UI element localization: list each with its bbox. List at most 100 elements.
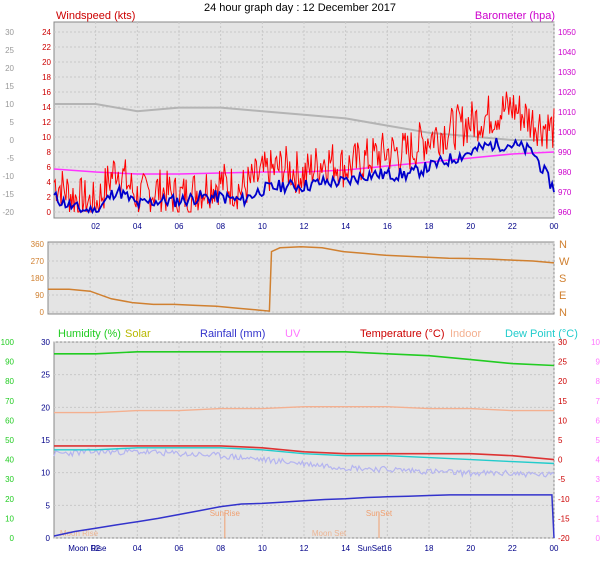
temperature-tick-label: 0 bbox=[558, 456, 563, 465]
uv-tick-label: 3 bbox=[596, 475, 601, 484]
legend-entry: Dew Point (°C) bbox=[505, 328, 578, 340]
wind-tick-label: 20 bbox=[42, 58, 51, 67]
direction-tick-label: 90 bbox=[35, 291, 44, 300]
moon-set-label: Moon Set bbox=[312, 529, 347, 538]
compass-label: W bbox=[559, 256, 570, 268]
outer-tick-label: 5 bbox=[10, 118, 15, 127]
hour-tick-label: 22 bbox=[508, 222, 517, 231]
barometer-line bbox=[53, 151, 555, 175]
hour-tick-label: 18 bbox=[425, 544, 434, 553]
humidity-tick-label: 50 bbox=[5, 436, 14, 445]
rainfall-line bbox=[53, 494, 555, 539]
rain-tick-label: 20 bbox=[41, 403, 50, 412]
humidity-tick-label: 90 bbox=[5, 358, 14, 367]
environment-tick-labels: 0102030405060708090100051015202530-20-15… bbox=[1, 338, 601, 553]
wind-tick-label: 18 bbox=[42, 73, 51, 82]
uv-tick-label: 2 bbox=[596, 495, 601, 504]
uv-tick-label: 10 bbox=[591, 338, 600, 347]
temperature-tick-label: -20 bbox=[558, 534, 570, 543]
baro-tick-label: 1030 bbox=[558, 68, 576, 77]
legend-entry: Humidity (%) bbox=[58, 328, 121, 340]
outer-tick-label: -20 bbox=[2, 208, 14, 217]
legend-entry: Indoor bbox=[450, 328, 482, 340]
direction-tick-label: 270 bbox=[31, 257, 45, 266]
environment-series: SunRise SunSet Moon Rise Moon Set Moon Rise S… bbox=[53, 351, 555, 553]
temperature-tick-label: -10 bbox=[558, 495, 570, 504]
direction-grid bbox=[48, 242, 555, 314]
humidity-tick-label: 20 bbox=[5, 495, 14, 504]
hour-tick-label: 16 bbox=[383, 544, 392, 553]
wind-tick-labels: 024681012141618202224-20-15-10-505101520… bbox=[2, 28, 576, 231]
legend-entry: Solar bbox=[125, 328, 151, 340]
outer-tick-label: -5 bbox=[7, 154, 15, 163]
temperature-tick-label: 30 bbox=[558, 338, 567, 347]
baro-axis-label: Barometer (hpa) bbox=[475, 10, 555, 22]
hour-tick-label: 22 bbox=[508, 544, 517, 553]
wind-average-line bbox=[53, 137, 555, 215]
wind-tick-label: 24 bbox=[42, 28, 51, 37]
temperature-tick-label: 15 bbox=[558, 397, 567, 406]
compass-label: N bbox=[559, 239, 567, 251]
rain-tick-label: 5 bbox=[46, 501, 51, 510]
humidity-tick-label: 80 bbox=[5, 377, 14, 386]
wind-tick-label: 6 bbox=[47, 163, 52, 172]
humidity-tick-label: 0 bbox=[10, 534, 15, 543]
baro-tick-label: 1020 bbox=[558, 88, 576, 97]
hour-tick-label: 12 bbox=[300, 222, 309, 231]
hour-tick-label: 00 bbox=[550, 222, 559, 231]
uv-tick-label: 0 bbox=[596, 534, 601, 543]
uv-tick-label: 4 bbox=[596, 456, 601, 465]
sunrise-label: SunRise bbox=[210, 509, 241, 518]
rain-tick-label: 30 bbox=[41, 338, 50, 347]
hour-tick-label: 02 bbox=[91, 222, 100, 231]
temperature-tick-label: 20 bbox=[558, 377, 567, 386]
baro-tick-label: 960 bbox=[558, 208, 572, 217]
direction-tick-label: 180 bbox=[31, 274, 45, 283]
moon-rise-axis-label: Moon Rise bbox=[68, 544, 107, 553]
baro-tick-label: 1000 bbox=[558, 128, 576, 137]
wind-tick-label: 22 bbox=[42, 43, 51, 52]
temperature-tick-label: 5 bbox=[558, 436, 563, 445]
uv-tick-label: 5 bbox=[596, 436, 601, 445]
hour-tick-label: 16 bbox=[383, 222, 392, 231]
environment-legend: Humidity (%) Solar Rainfall (mm) UV Temperat… bbox=[58, 328, 578, 340]
hour-tick-label: 20 bbox=[466, 544, 475, 553]
outer-tick-label: 10 bbox=[5, 100, 14, 109]
wind-tick-label: 0 bbox=[47, 208, 52, 217]
outer-tick-label: 25 bbox=[5, 46, 14, 55]
temperature-tick-label: -5 bbox=[558, 475, 566, 484]
rain-tick-label: 25 bbox=[41, 371, 50, 380]
wind-axis-label: Windspeed (kts) bbox=[56, 10, 135, 22]
baro-tick-label: 1050 bbox=[558, 28, 576, 37]
rain-tick-label: 10 bbox=[41, 469, 50, 478]
dew-point-line bbox=[54, 447, 555, 465]
outer-tick-label: 30 bbox=[5, 28, 14, 37]
temperature-tick-label: -15 bbox=[558, 514, 570, 523]
hour-tick-label: 06 bbox=[175, 222, 184, 231]
hour-tick-label: 10 bbox=[258, 544, 267, 553]
humidity-tick-label: 60 bbox=[5, 416, 14, 425]
hour-tick-label: 02 bbox=[91, 544, 100, 553]
hour-tick-label: 06 bbox=[175, 544, 184, 553]
legend-entry: Temperature (°C) bbox=[360, 328, 444, 340]
hour-tick-label: 14 bbox=[341, 544, 350, 553]
wind-tick-label: 10 bbox=[42, 133, 51, 142]
rain-tick-label: 15 bbox=[41, 436, 50, 445]
wind-direction-line bbox=[48, 246, 555, 312]
humidity-tick-label: 10 bbox=[5, 514, 14, 523]
wind-tick-label: 16 bbox=[42, 88, 51, 97]
hour-tick-label: 00 bbox=[550, 544, 559, 553]
wind-tick-label: 12 bbox=[42, 118, 51, 127]
compass-label: S bbox=[559, 273, 566, 285]
compass-label: N bbox=[559, 307, 567, 319]
compass-label: E bbox=[559, 290, 566, 302]
wind-tick-label: 8 bbox=[47, 148, 52, 157]
humidity-tick-label: 40 bbox=[5, 456, 14, 465]
hour-tick-label: 14 bbox=[341, 222, 350, 231]
direction-tick-label: 360 bbox=[31, 240, 45, 249]
uv-tick-label: 7 bbox=[596, 397, 601, 406]
hour-tick-label: 04 bbox=[133, 544, 142, 553]
wind-series bbox=[53, 91, 555, 215]
